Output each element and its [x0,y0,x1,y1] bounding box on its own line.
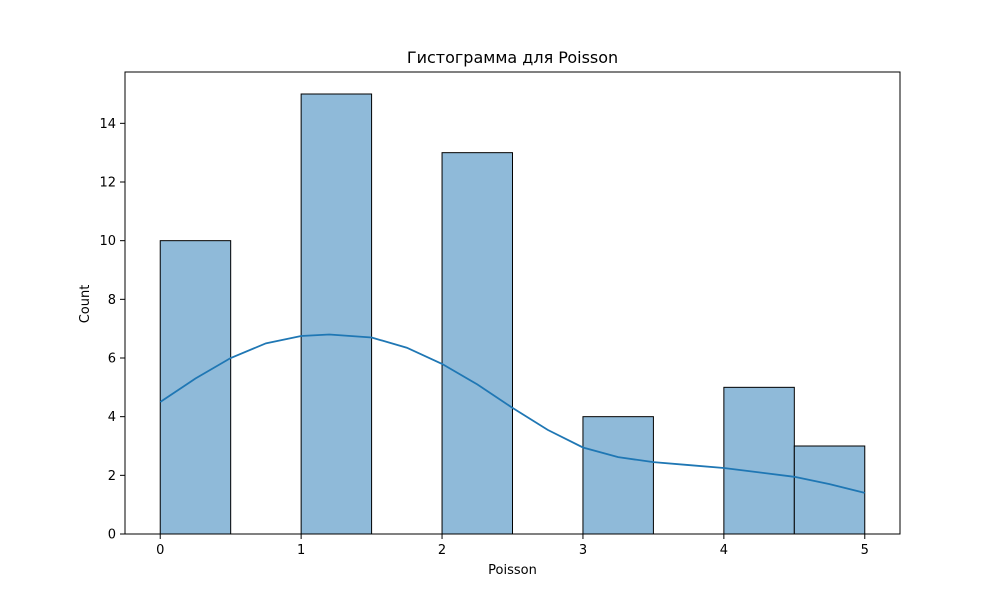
y-axis-ticks: 0 2 4 6 8 10 12 14 [99,117,125,543]
x-axis-ticks: 0 1 2 3 4 5 [156,534,869,558]
histogram-bar-2 [300,93,373,535]
y-tick-label-6: 6 [108,352,116,367]
y-axis-label: Count [78,285,93,324]
x-tick-label-0: 0 [156,543,164,558]
bars-group [159,93,866,535]
y-tick-label-8: 8 [108,293,116,308]
x-tick-label-1: 1 [297,543,305,558]
y-tick-label-12: 12 [99,176,116,191]
x-tick-label-2: 2 [438,543,446,558]
histogram-bar-6 [582,416,654,535]
y-tick-label-0: 0 [108,528,116,543]
histogram-bar-4 [441,152,513,535]
x-tick-label-4: 4 [720,543,728,558]
y-tick-label-2: 2 [108,469,116,484]
kde-line [159,333,865,494]
histogram-bar-8 [723,386,795,535]
x-axis-label: Poisson [488,563,537,578]
y-tick-label-14: 14 [99,117,116,132]
y-tick-label-10: 10 [99,234,116,249]
x-tick-label-3: 3 [579,543,587,558]
plot-frame [124,71,901,535]
y-tick-label-4: 4 [108,410,116,425]
chart-title: Гистограмма для Poisson [407,48,618,67]
histogram-bar-0 [159,240,232,535]
x-tick-label-5: 5 [861,543,869,558]
